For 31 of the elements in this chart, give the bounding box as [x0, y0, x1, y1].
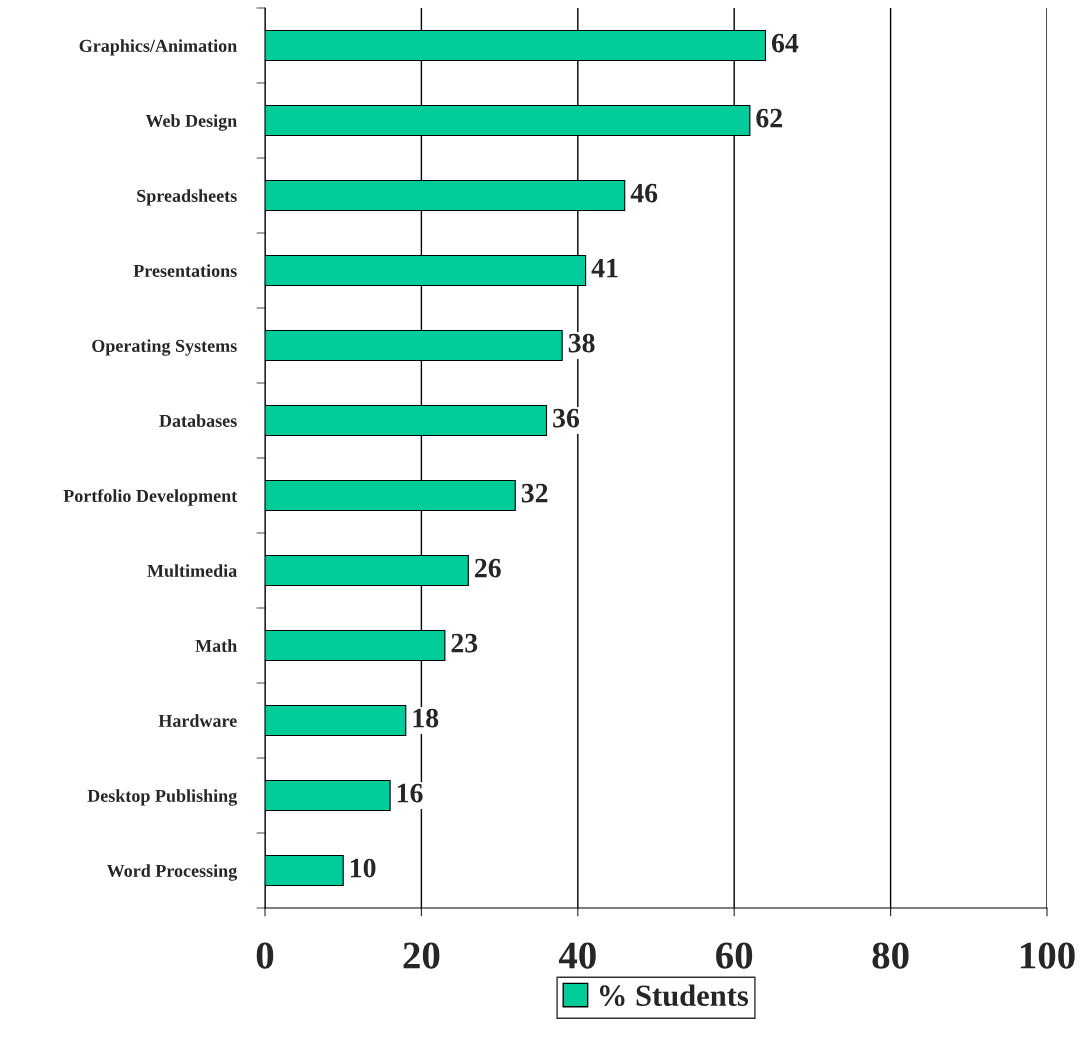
data-label: 18 [413, 708, 439, 728]
data-label: 10 [350, 858, 376, 878]
x-tick-label: 80 [872, 942, 909, 969]
y-tick-label: Databases [159, 414, 237, 427]
y-tick-label: Portfolio Development [63, 489, 238, 506]
y-tick-label: Web Design [145, 114, 237, 131]
x-tick-label: 60 [716, 942, 753, 969]
data-label: 46 [630, 183, 658, 203]
x-tick-label: 100 [1020, 942, 1075, 969]
y-tick-label: Multimedia [147, 564, 237, 577]
x-tick-label: 0 [256, 942, 274, 969]
y-tick-label: Graphics/Animation [79, 39, 237, 56]
legend-label: % Students [599, 984, 749, 1007]
data-label: 41 [591, 258, 618, 278]
data-label: 26 [475, 558, 501, 578]
x-tick-label: 20 [403, 942, 440, 969]
y-tick-label: Presentations [133, 264, 237, 277]
data-label: 32 [521, 483, 548, 503]
y-tick-label: Desktop Publishing [87, 789, 238, 806]
y-tick-label: Math [195, 639, 237, 652]
data-label: 36 [553, 408, 580, 428]
y-tick-label: Operating Systems [92, 339, 237, 356]
data-label: 16 [397, 783, 423, 803]
data-label: 38 [568, 333, 595, 353]
data-label: 23 [451, 633, 478, 653]
y-tick-label: Word Processing [106, 864, 238, 881]
data-label: 62 [756, 108, 782, 128]
data-label: 64 [771, 33, 799, 53]
y-tick-label: Hardware [158, 714, 237, 727]
x-tick-label: 40 [558, 942, 596, 969]
y-tick-label: Spreadsheets [137, 189, 237, 206]
